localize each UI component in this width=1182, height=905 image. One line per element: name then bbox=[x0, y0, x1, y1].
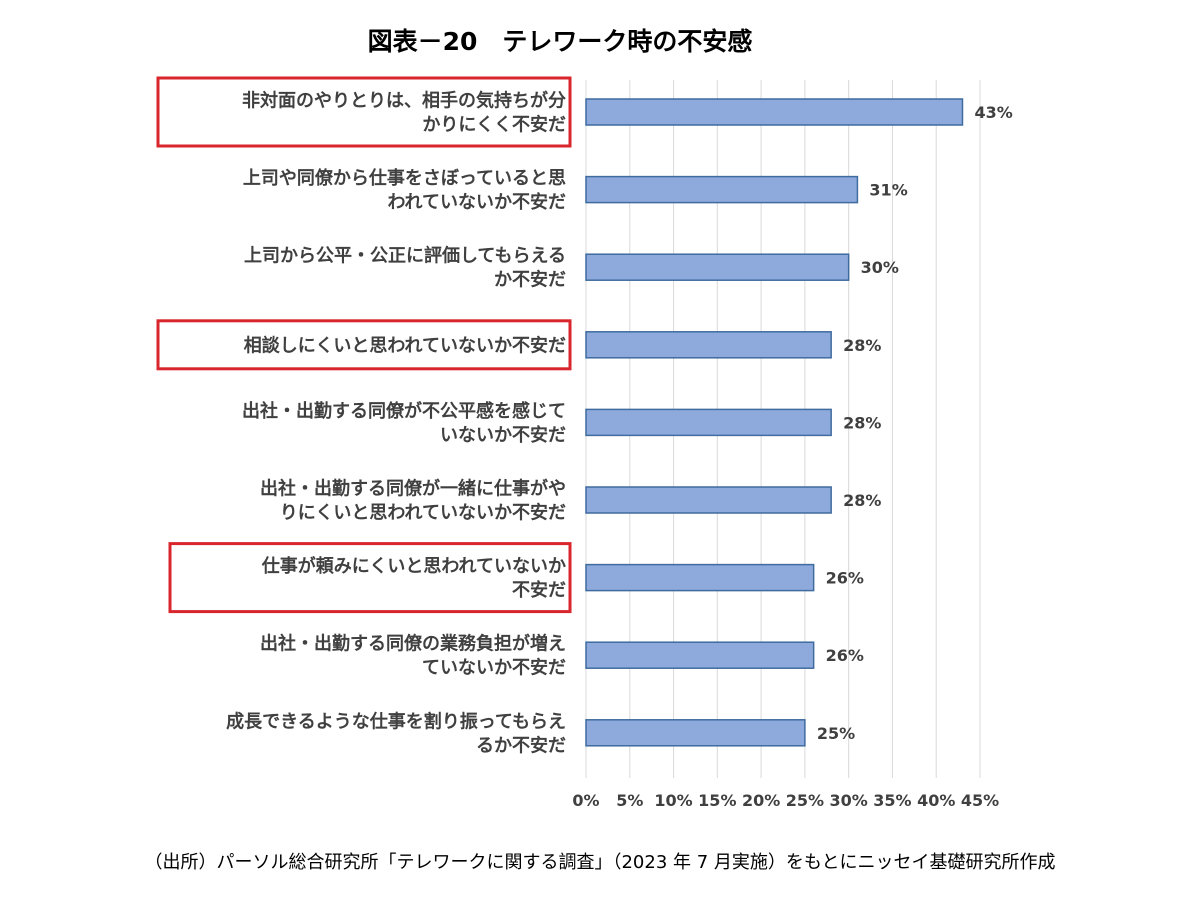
x-tick-label: 40% bbox=[917, 791, 955, 810]
highlight-box bbox=[156, 319, 572, 371]
x-tick-label: 45% bbox=[961, 791, 999, 810]
category-label: 上司から公平・公正に評価してもらえる bbox=[244, 245, 566, 267]
category-label: かりにくく不安だ bbox=[422, 113, 566, 135]
x-tick-label: 0% bbox=[572, 791, 599, 810]
value-label: 30% bbox=[861, 258, 899, 277]
category-label: 成長できるような仕事を割り振ってもらえ bbox=[226, 710, 566, 732]
x-tick-label: 10% bbox=[654, 791, 692, 810]
x-tick-labels: 0% 5% 10% 15% 20% 25% 30% 35% 40% 45% bbox=[572, 791, 999, 810]
x-tick-label: 30% bbox=[830, 791, 868, 810]
bar bbox=[585, 331, 832, 359]
category-label: いないか不安だ bbox=[440, 424, 566, 446]
value-label: 28% bbox=[843, 336, 881, 355]
category-label: か不安だ bbox=[494, 269, 566, 291]
chart-title: 図表－20 テレワーク時の不安感 bbox=[368, 27, 753, 56]
value-label: 28% bbox=[843, 491, 881, 510]
value-label: 25% bbox=[817, 724, 855, 743]
bar bbox=[585, 486, 832, 514]
category-label: りにくいと思われていないか不安だ bbox=[280, 501, 566, 523]
value-label: 26% bbox=[826, 646, 864, 665]
category-label: ていないか不安だ bbox=[422, 657, 566, 679]
category-label: われていないか不安だ bbox=[387, 191, 566, 213]
category-label: 相談しにくいと思われていないか不安だ bbox=[244, 334, 566, 356]
x-tick-label: 35% bbox=[873, 791, 911, 810]
category-label: 非対面のやりとりは、相手の気持ちが分 bbox=[242, 89, 566, 111]
category-label: 仕事が頼みにくいと思われていないか bbox=[261, 555, 566, 577]
category-labels: 非対面のやりとりは、相手の気持ちが分かりにくく不安だ上司や同僚から仕事をさぼって… bbox=[226, 89, 566, 756]
value-label: 28% bbox=[843, 413, 881, 432]
category-label: 不安だ bbox=[512, 579, 566, 601]
source-note: （出所）パーソル総合研究所「テレワークに関する調査」（2023 年 7 月実施）… bbox=[144, 852, 1055, 873]
value-label: 31% bbox=[869, 181, 907, 200]
bar bbox=[585, 408, 832, 437]
value-label: 43% bbox=[974, 103, 1012, 122]
bar bbox=[585, 98, 964, 126]
bar bbox=[585, 175, 859, 204]
bars bbox=[585, 98, 964, 747]
x-tick-label: 25% bbox=[786, 791, 824, 810]
category-label: 出社・出勤する同僚が不公平感を感じて bbox=[242, 400, 566, 422]
x-tick-label: 5% bbox=[616, 791, 643, 810]
bar bbox=[585, 719, 806, 747]
value-label: 26% bbox=[826, 569, 864, 588]
value-labels: 43% 31% 30% 28% 28% 28% 26% 26% 25% bbox=[817, 103, 1013, 743]
category-label: 出社・出勤する同僚の業務負担が増え bbox=[260, 633, 566, 655]
highlight-boxes bbox=[156, 76, 572, 614]
category-label: るか不安だ bbox=[476, 734, 566, 756]
x-tick-label: 20% bbox=[742, 791, 780, 810]
highlight-box bbox=[156, 76, 572, 148]
bar bbox=[585, 563, 815, 592]
highlight-box bbox=[168, 542, 572, 614]
category-label: 上司や同僚から仕事をさぼっていると思 bbox=[243, 167, 566, 189]
bar bbox=[585, 641, 815, 669]
bar bbox=[585, 253, 850, 281]
x-tick-label: 15% bbox=[698, 791, 736, 810]
category-label: 出社・出勤する同僚が一緒に仕事がや bbox=[260, 477, 566, 499]
